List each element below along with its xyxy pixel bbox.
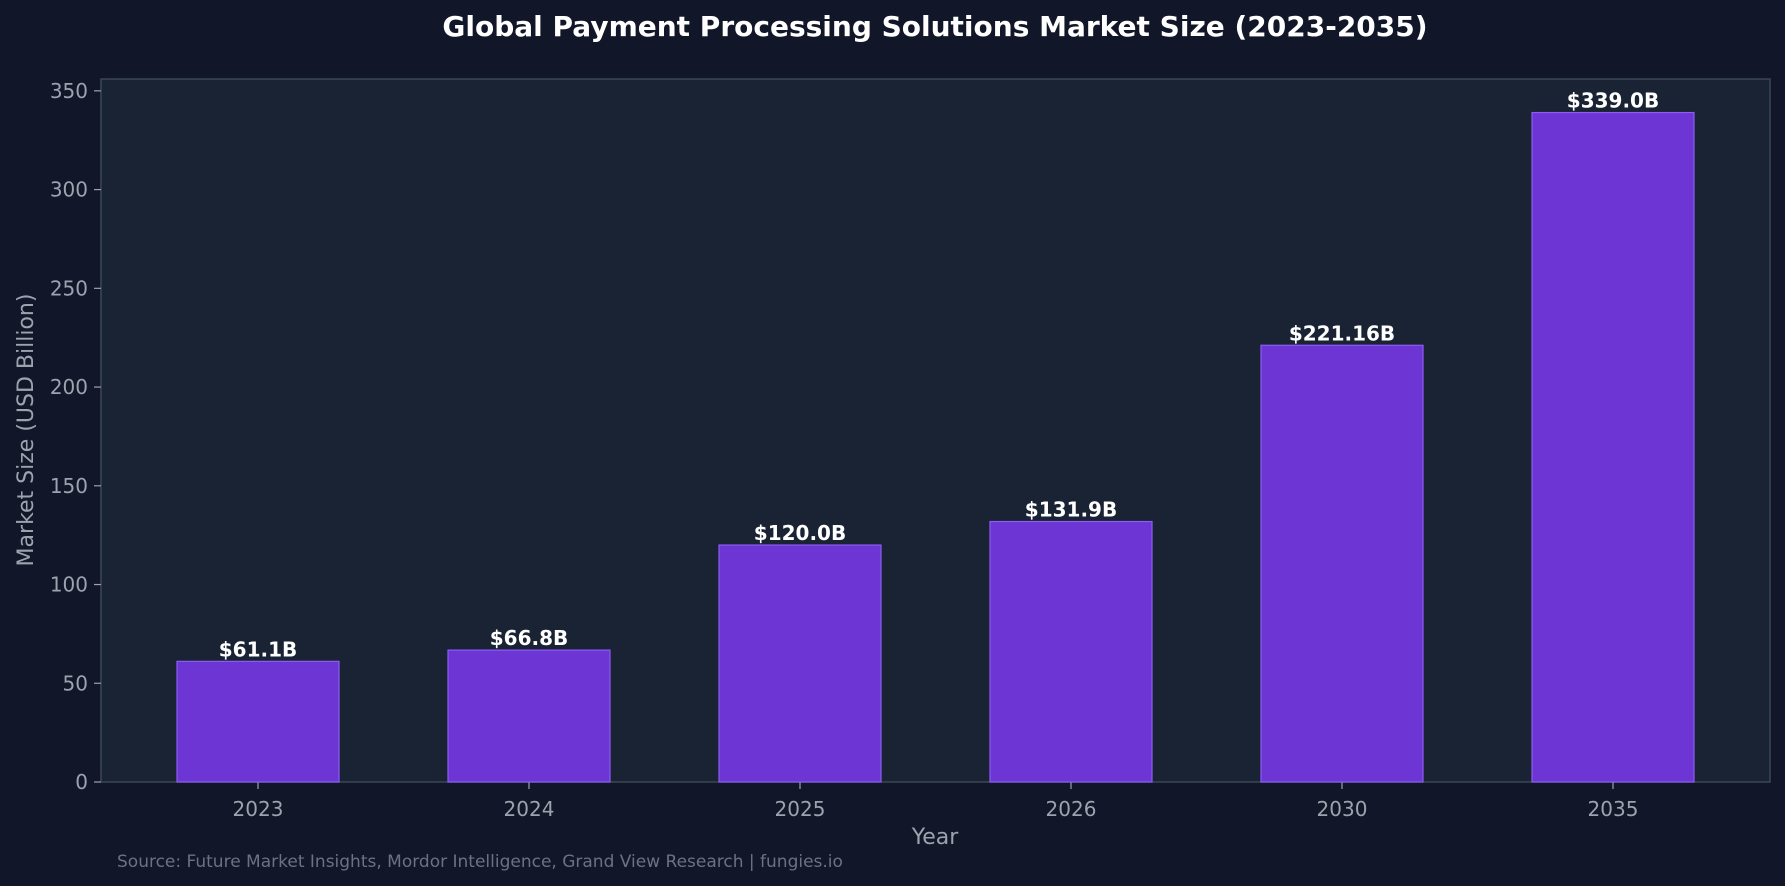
x-axis-title: Year: [911, 825, 960, 850]
x-tick-label: 2024: [504, 797, 555, 821]
data-label-2026: $131.9B: [1025, 498, 1117, 522]
y-tick-label: 350: [50, 79, 88, 103]
source-note: Source: Future Market Insights, Mordor I…: [117, 852, 843, 872]
x-tick-label: 2030: [1317, 797, 1368, 821]
y-tick-label: 300: [50, 178, 88, 202]
data-label-2024: $66.8B: [490, 626, 569, 650]
bar-2026: [989, 520, 1153, 783]
data-label-2025: $120.0B: [754, 521, 846, 545]
x-axis: 2023 2024 2025 2026 2030 2035: [233, 782, 1639, 821]
data-label-2023: $61.1B: [219, 637, 298, 661]
y-tick-label: 100: [50, 573, 88, 597]
chart-title: Global Payment Processing Solutions Mark…: [442, 10, 1427, 43]
y-tick-label: 0: [75, 770, 88, 794]
data-label-2030: $221.16B: [1289, 321, 1395, 345]
data-label-2035: $339.0B: [1567, 89, 1659, 113]
bar-2035: [1531, 111, 1695, 783]
y-tick-label: 250: [50, 276, 88, 300]
bar-2023: [176, 660, 340, 783]
bar-2024: [447, 649, 611, 783]
y-tick-label: 150: [50, 474, 88, 498]
y-tick-label: 50: [63, 671, 88, 695]
bars-group: [176, 111, 1695, 783]
x-tick-label: 2026: [1046, 797, 1097, 821]
y-axis-title: Market Size (USD Billion): [14, 294, 39, 567]
data-labels-group: $61.1B $66.8B $120.0B $131.9B $221.16B $339.0…: [219, 89, 1659, 662]
x-tick-label: 2025: [775, 797, 826, 821]
y-axis: 0 50 100 150 200 250 300 350: [50, 79, 101, 794]
y-tick-label: 200: [50, 375, 88, 399]
x-tick-label: 2023: [233, 797, 284, 821]
bar-2025: [718, 544, 882, 783]
x-tick-label: 2035: [1588, 797, 1639, 821]
bar-2030: [1260, 344, 1424, 783]
plot-area: [100, 78, 1771, 783]
